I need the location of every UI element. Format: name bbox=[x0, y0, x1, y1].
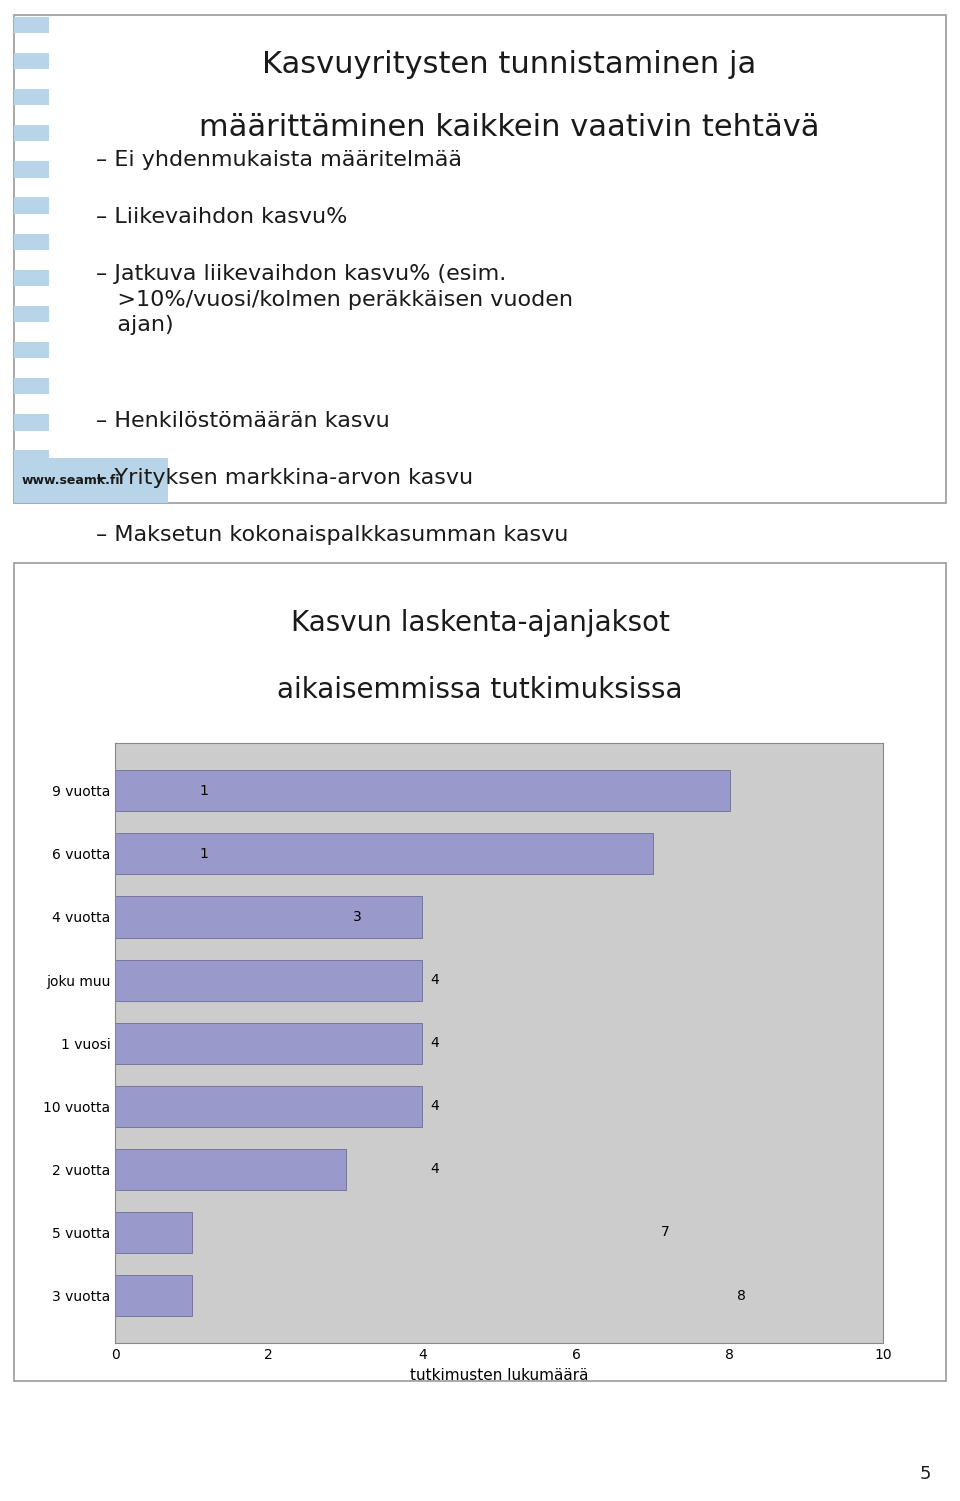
Bar bbox=[14, 486, 49, 503]
Text: 3: 3 bbox=[353, 910, 362, 925]
Bar bbox=[115, 1085, 422, 1127]
Text: 7: 7 bbox=[660, 1225, 669, 1240]
Bar bbox=[115, 1148, 346, 1190]
Text: 4: 4 bbox=[430, 1036, 439, 1051]
Text: 4: 4 bbox=[430, 973, 439, 988]
Bar bbox=[115, 896, 422, 938]
Bar bbox=[115, 1274, 192, 1316]
Bar bbox=[14, 234, 49, 249]
Bar bbox=[14, 450, 49, 467]
Text: www.seamk.fi: www.seamk.fi bbox=[21, 474, 120, 486]
Text: 1: 1 bbox=[200, 847, 208, 862]
Text: Kasvuyritysten tunnistaminen ja: Kasvuyritysten tunnistaminen ja bbox=[262, 50, 756, 80]
Bar bbox=[115, 959, 422, 1001]
Bar bbox=[14, 89, 49, 105]
Bar bbox=[14, 17, 49, 33]
Text: Kasvun laskenta-ajanjaksot: Kasvun laskenta-ajanjaksot bbox=[291, 609, 669, 636]
Text: 5: 5 bbox=[920, 1465, 931, 1483]
Bar bbox=[14, 458, 168, 503]
Bar bbox=[14, 270, 49, 287]
Text: – Henkilöstömäärän kasvu: – Henkilöstömäärän kasvu bbox=[96, 411, 390, 431]
Bar bbox=[14, 162, 49, 177]
FancyBboxPatch shape bbox=[14, 15, 946, 503]
Bar bbox=[14, 306, 49, 323]
Bar bbox=[14, 378, 49, 395]
Text: – Ei yhdenmukaista määritelmää: – Ei yhdenmukaista määritelmää bbox=[96, 150, 462, 170]
Bar bbox=[14, 53, 49, 69]
Text: määrittäminen kaikkein vaativin tehtävä: määrittäminen kaikkein vaativin tehtävä bbox=[199, 113, 819, 143]
Bar bbox=[14, 414, 49, 431]
Text: 4: 4 bbox=[430, 1162, 439, 1177]
X-axis label: tutkimusten lukumäärä: tutkimusten lukumäärä bbox=[410, 1367, 588, 1382]
Text: aikaisemmissa tutkimuksissa: aikaisemmissa tutkimuksissa bbox=[277, 677, 683, 704]
Bar bbox=[115, 1211, 192, 1253]
Bar bbox=[115, 1022, 422, 1064]
Bar bbox=[14, 198, 49, 213]
Text: 8: 8 bbox=[737, 1288, 746, 1303]
Text: – Yrityksen markkina-arvon kasvu: – Yrityksen markkina-arvon kasvu bbox=[96, 468, 473, 488]
Bar bbox=[115, 833, 653, 875]
Text: – Jatkuva liikevaihdon kasvu% (esim.
   >10%/vuosi/kolmen peräkkäisen vuoden
   : – Jatkuva liikevaihdon kasvu% (esim. >10… bbox=[96, 264, 573, 335]
Text: – Liikevaihdon kasvu%: – Liikevaihdon kasvu% bbox=[96, 207, 348, 227]
Bar bbox=[14, 342, 49, 359]
Text: – Maksetun kokonaispalkkasumman kasvu: – Maksetun kokonaispalkkasumman kasvu bbox=[96, 525, 568, 545]
Text: 1: 1 bbox=[200, 784, 208, 799]
Bar bbox=[115, 770, 730, 812]
Bar bbox=[14, 125, 49, 141]
Text: 4: 4 bbox=[430, 1099, 439, 1114]
FancyBboxPatch shape bbox=[14, 563, 946, 1381]
